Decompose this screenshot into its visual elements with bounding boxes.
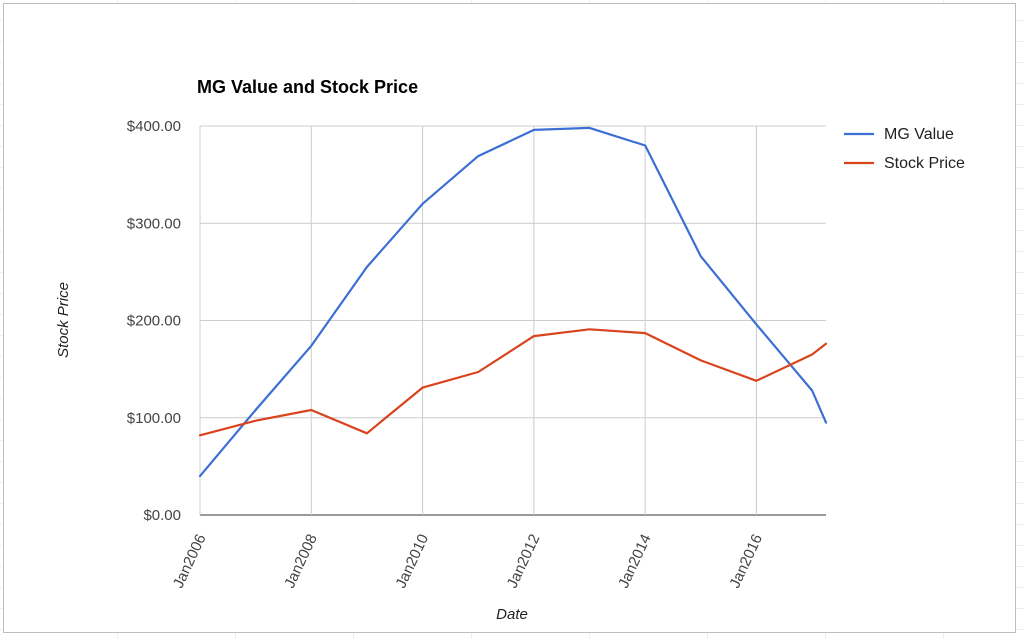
x-axis-title: Date (496, 606, 528, 623)
y-tick-label: $0.00 (143, 507, 181, 524)
chart-title: MG Value and Stock Price (197, 77, 418, 97)
x-tick-label: Jan2012 (504, 532, 544, 591)
x-tick-label: Jan2006 (170, 532, 210, 591)
x-tick-label: Jan2010 (392, 532, 432, 591)
chart-frame[interactable] (3, 3, 1016, 633)
legend-label: MG Value (884, 126, 954, 143)
x-axis-ticks: Jan2006 Jan2008 Jan2010 Jan2012 Jan2014 Jan20… (170, 532, 766, 591)
gridlines (199, 125, 826, 516)
x-tick-label: Jan2008 (281, 532, 321, 591)
y-axis-ticks: $0.00 $100.00 $200.00 $300.00 $400.00 (127, 118, 181, 524)
x-tick-label: Jan2016 (726, 532, 766, 591)
legend: MG Value Stock Price (844, 126, 965, 172)
y-tick-label: $300.00 (127, 215, 181, 232)
y-tick-label: $400.00 (127, 118, 181, 135)
legend-label: Stock Price (884, 155, 965, 172)
y-axis-title: Stock Price (55, 282, 72, 358)
y-tick-label: $100.00 (127, 410, 181, 427)
y-tick-label: $200.00 (127, 313, 181, 330)
x-tick-label: Jan2014 (615, 532, 655, 591)
series-line-stock-price (198, 328, 828, 437)
series-lines (198, 126, 828, 478)
series-line-mg-value (198, 126, 828, 478)
